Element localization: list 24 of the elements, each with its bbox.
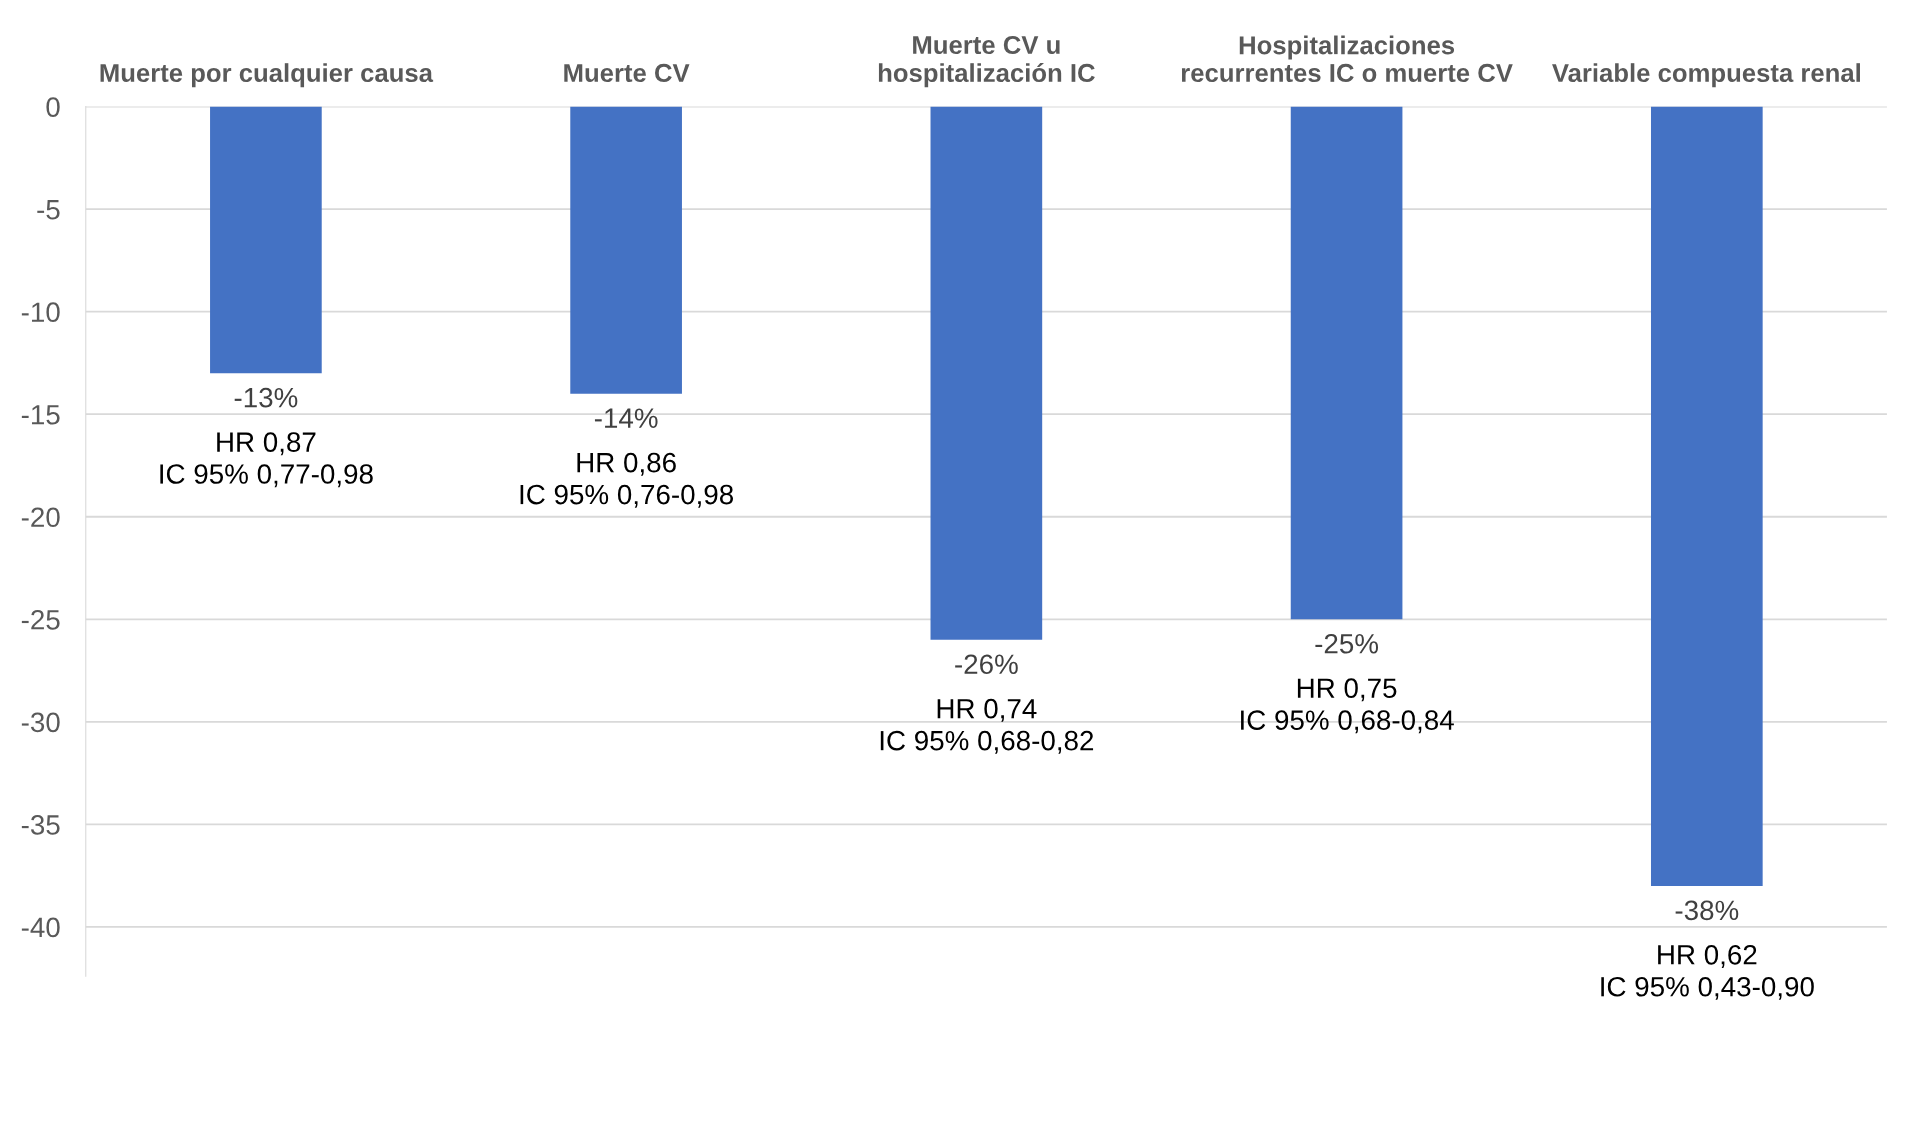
y-tick-label: -20 bbox=[21, 507, 60, 528]
annotation: HR 0,86 IC 95% 0,76-0,98 bbox=[520, 452, 734, 508]
data-label: -38% bbox=[1675, 900, 1739, 921]
y-tick-label: -30 bbox=[21, 712, 60, 733]
x-tick-label: Hospitalizaciones recurrentes IC o muerte CV bbox=[1181, 35, 1513, 83]
data-label: -13% bbox=[234, 387, 298, 408]
x-tick-label: Muerte CV bbox=[564, 63, 690, 83]
y-tick-label: -40 bbox=[21, 917, 60, 938]
annotation: HR 0,87 IC 95% 0,77-0,98 bbox=[160, 432, 373, 488]
data-label: -14% bbox=[594, 408, 658, 428]
y-tick-label: -25 bbox=[21, 609, 60, 630]
x-tick-label: Muerte por cualquier causa bbox=[100, 63, 434, 88]
y-tick-label: 0 bbox=[46, 97, 60, 117]
data-label: -25% bbox=[1315, 633, 1379, 654]
data-label: -26% bbox=[955, 654, 1018, 675]
y-tick-label: -10 bbox=[21, 302, 60, 323]
y-tick-label: -15 bbox=[21, 405, 60, 425]
annotation: HR 0,75 IC 95% 0,68-0,84 bbox=[1241, 678, 1454, 734]
x-tick-label: Variable compuesta renal bbox=[1552, 63, 1860, 88]
annotation: HR 0,62 IC 95% 0,43-0,90 bbox=[1601, 944, 1814, 1000]
x-tick-label: Muerte CV u hospitalización IC bbox=[878, 35, 1095, 88]
annotation: HR 0,74 IC 95% 0,68-0,82 bbox=[880, 698, 1094, 754]
y-tick-label: -5 bbox=[37, 200, 60, 220]
y-tick-label: -35 bbox=[21, 815, 60, 835]
